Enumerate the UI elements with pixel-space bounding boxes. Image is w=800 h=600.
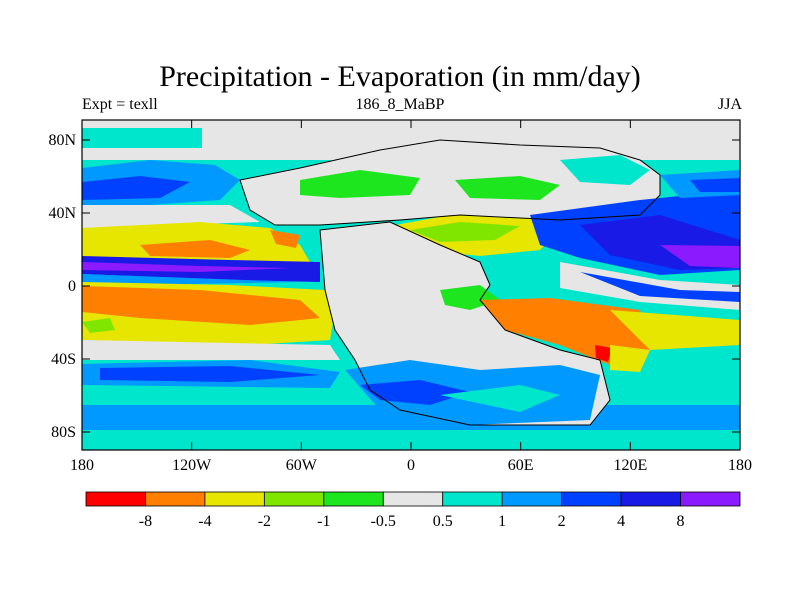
x-tick-label: 0: [407, 457, 415, 474]
laurasia-field: [560, 155, 650, 185]
colorbar-swatch: [323, 491, 384, 507]
colorbar-label: -2: [258, 513, 271, 530]
n-pacific-field: [82, 205, 260, 228]
tethys-field: [410, 222, 520, 242]
n-subtropics-field: [270, 230, 300, 248]
x-tick-label: 60E: [508, 457, 534, 474]
colorbar-swatch: [145, 491, 206, 507]
x-tick-label: 180: [70, 457, 94, 474]
s-subtropics-field: [82, 286, 320, 325]
colorbar-label: 0.5: [433, 513, 453, 530]
colorbar-swatch: [620, 491, 681, 507]
arctic-field: [82, 128, 202, 148]
y-tick-label: 80S: [51, 424, 76, 441]
colorbar-swatch: [382, 491, 444, 507]
colorbar: -8 -4 -2 -1 -0.5 0.5 1 2 4 8: [85, 491, 741, 530]
colorbar-swatch: [501, 491, 563, 507]
gondwana-field: [580, 272, 740, 302]
n-pacific-field: [82, 176, 190, 200]
colorbar-swatch: [442, 491, 503, 507]
coastline: [239, 139, 661, 226]
y-tick-label: 40S: [51, 351, 76, 368]
colorbar-swatch: [680, 491, 741, 507]
colorbar-label: 8: [677, 513, 685, 530]
x-tick-label: 120W: [172, 457, 212, 474]
colorbar-swatch: [85, 491, 146, 507]
period-label: 186_8_MaBP: [355, 96, 445, 113]
colorbar-label: 4: [617, 513, 625, 530]
antarctic-margin-field: [360, 380, 470, 405]
colorbar-label: -1: [317, 513, 330, 530]
x-axis: 180 120W 60W 0 60E 120E 180: [70, 120, 752, 474]
colorbar-label: -4: [198, 513, 211, 530]
colorbar-swatch: [561, 491, 622, 507]
gondwana-field: [595, 345, 612, 362]
map-field: [82, 120, 740, 450]
colorbar-swatch: [263, 491, 325, 507]
experiment-label: Expt = texll: [82, 96, 158, 113]
southern-ocean-field: [82, 430, 740, 450]
plot-title: Precipitation - Evaporation (in mm/day): [159, 60, 641, 93]
y-axis: 80N 40N 0 40S 80S: [48, 132, 740, 441]
x-tick-label: 180: [728, 457, 752, 474]
colorbar-label: 2: [558, 513, 566, 530]
antarctic-margin-field: [440, 385, 560, 412]
y-tick-label: 40N: [48, 205, 76, 222]
colorbar-label: -8: [139, 513, 152, 530]
colorbar-label: 1: [498, 513, 506, 530]
x-tick-label: 60W: [286, 457, 318, 474]
coastline: [319, 221, 611, 426]
gondwana-field: [610, 310, 740, 350]
gondwana-field: [610, 345, 650, 372]
s-subtropics-field: [82, 318, 115, 333]
laurasia-field: [300, 170, 420, 198]
x-tick-label: 120E: [613, 457, 647, 474]
laurasia-field: [455, 176, 560, 200]
itcz-field: [82, 274, 300, 286]
season-label: JJA: [717, 96, 742, 113]
s-subtropics-field: [82, 340, 340, 360]
y-tick-label: 80N: [48, 132, 76, 149]
colorbar-label: -0.5: [371, 513, 396, 530]
monsoon-field: [690, 178, 740, 192]
n-subtropics-field: [140, 240, 250, 258]
colorbar-swatch: [204, 491, 265, 507]
monsoon-field: [660, 245, 740, 268]
laurasia-field: [240, 140, 660, 225]
y-tick-label: 0: [68, 278, 76, 295]
itcz-field: [82, 262, 290, 272]
s-storm-track: [100, 366, 320, 382]
